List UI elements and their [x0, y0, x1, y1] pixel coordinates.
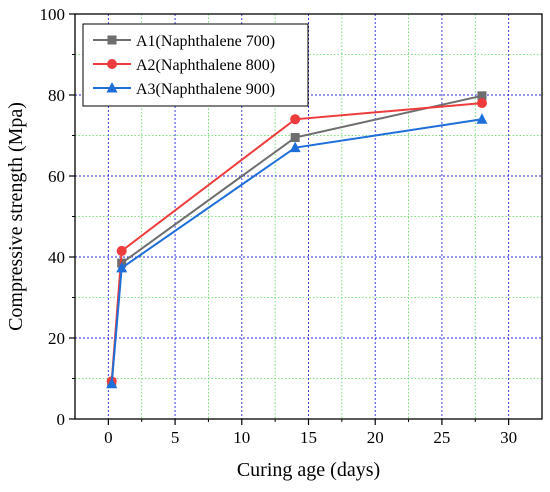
- series-line: [110, 118, 483, 384]
- legend-label: A3(Naphthalene 900): [136, 81, 275, 98]
- legend-marker: [106, 82, 118, 93]
- legend: A1(Naphthalene 700) A2(Naphthalene 800) A3…: [82, 23, 309, 107]
- data-point: [290, 114, 301, 125]
- x-axis-title: Curing age (days): [237, 459, 380, 481]
- legend-label: A1(Naphthalene 700): [136, 33, 275, 50]
- data-point: [116, 245, 127, 256]
- series-3: [106, 113, 488, 389]
- legend-label: A2(Naphthalene 800): [136, 57, 275, 74]
- legend-entry: A2(Naphthalene 800): [93, 57, 275, 74]
- y-tick-label: 100: [40, 5, 66, 24]
- x-tick-label: 5: [171, 428, 180, 447]
- legend-marker: [107, 59, 117, 69]
- x-tick-label: 10: [233, 428, 250, 447]
- y-tick-label: 0: [57, 410, 66, 429]
- data-point: [290, 133, 300, 143]
- x-tick-label: 25: [433, 428, 450, 447]
- legend-entry: A1(Naphthalene 700): [93, 33, 275, 50]
- data-point: [106, 377, 118, 389]
- y-axis-title: Compressive strength (Mpa): [5, 102, 27, 331]
- y-tick-label: 40: [48, 248, 65, 267]
- legend-marker: [107, 35, 117, 45]
- data-point: [476, 113, 488, 124]
- x-tick-label: 15: [300, 428, 317, 447]
- y-tick-label: 80: [48, 86, 65, 105]
- data-point: [476, 98, 487, 109]
- x-tick-label: 0: [104, 428, 113, 447]
- y-tick-label: 60: [48, 167, 65, 186]
- x-tick-label: 30: [500, 428, 517, 447]
- x-tick-label: 20: [367, 428, 384, 447]
- series-layer: [106, 91, 488, 389]
- data-point: [116, 261, 128, 273]
- axis-ticks: 0 5 10 15 20 25 30 0 20 40 60 80 100: [40, 5, 518, 447]
- data-point: [477, 91, 487, 101]
- legend-entry: A3(Naphthalene 900): [93, 81, 275, 98]
- y-tick-label: 20: [48, 329, 65, 348]
- data-point: [289, 141, 301, 153]
